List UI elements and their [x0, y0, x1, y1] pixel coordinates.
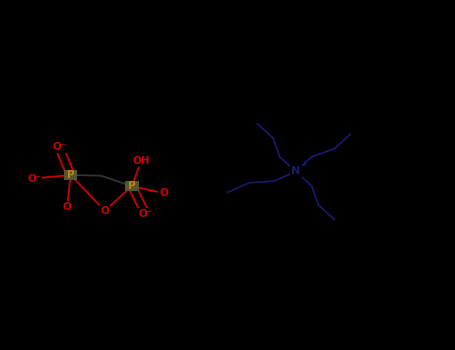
- Text: P: P: [67, 170, 74, 180]
- Text: O⁻: O⁻: [52, 142, 66, 152]
- Text: O⁻: O⁻: [138, 209, 153, 219]
- Text: P: P: [128, 181, 136, 191]
- Text: +: +: [300, 160, 308, 169]
- Text: O⁻: O⁻: [27, 174, 41, 183]
- Text: OH: OH: [132, 156, 150, 166]
- Text: O: O: [63, 202, 72, 212]
- Bar: [64, 170, 77, 180]
- Text: O: O: [100, 206, 109, 216]
- Text: N: N: [291, 167, 300, 176]
- Bar: [125, 181, 139, 191]
- Text: O: O: [159, 188, 168, 198]
